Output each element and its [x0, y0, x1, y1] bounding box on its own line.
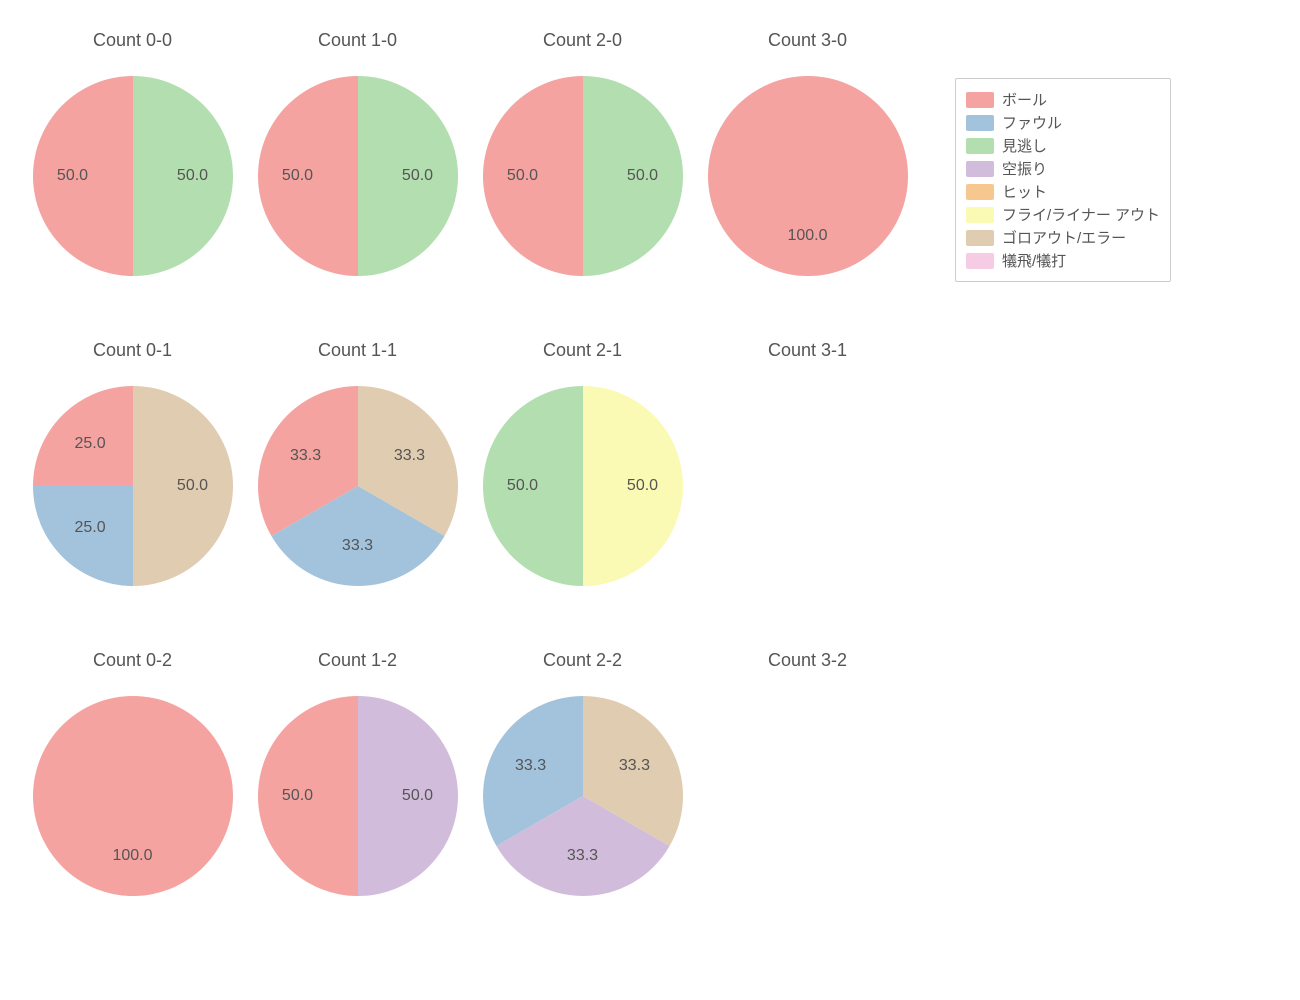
legend-row-hit: ヒット	[966, 181, 1160, 202]
slice-label: 50.0	[627, 477, 658, 495]
legend-row-ground_err: ゴロアウト/エラー	[966, 227, 1160, 248]
pie-c30: 100.0	[708, 76, 908, 276]
slice-label: 50.0	[507, 477, 538, 495]
pie-c11: 33.3 33.3 33.3	[258, 386, 458, 586]
legend-label: ヒット	[1002, 181, 1047, 202]
slice-label: 33.3	[342, 537, 373, 555]
legend-row-fly_liner: フライ/ライナー アウト	[966, 204, 1160, 225]
pie-c31	[708, 386, 908, 586]
legend-label: 犠飛/犠打	[1002, 250, 1066, 271]
legend-swatch	[966, 253, 994, 269]
legend-swatch	[966, 92, 994, 108]
slice-label: 33.3	[394, 447, 425, 465]
legend-label: ボール	[1002, 89, 1047, 110]
chart-title: Count 1-0	[245, 30, 470, 51]
slice-label: 50.0	[177, 167, 208, 185]
slice-label: 50.0	[507, 167, 538, 185]
chart-title: Count 0-0	[20, 30, 245, 51]
slice-label: 100.0	[112, 847, 152, 865]
legend-row-foul: ファウル	[966, 112, 1160, 133]
slice-label: 50.0	[282, 787, 313, 805]
chart-title: Count 2-1	[470, 340, 695, 361]
chart-title: Count 3-1	[695, 340, 920, 361]
legend-row-sac: 犠飛/犠打	[966, 250, 1160, 271]
chart-title: Count 0-1	[20, 340, 245, 361]
legend-label: ゴロアウト/エラー	[1002, 227, 1126, 248]
pie-c01: 25.0 25.0 50.0	[33, 386, 233, 586]
pie-c20: 50.0 50.0	[483, 76, 683, 276]
chart-title: Count 1-1	[245, 340, 470, 361]
pie-c10: 50.0 50.0	[258, 76, 458, 276]
legend-swatch	[966, 138, 994, 154]
legend-label: 見逃し	[1002, 135, 1047, 156]
slice-label: 100.0	[787, 227, 827, 245]
pie-c22: 33.3 33.3 33.3	[483, 696, 683, 896]
slice-label: 25.0	[74, 435, 105, 453]
slice-label: 33.3	[515, 757, 546, 775]
slice-label: 33.3	[290, 447, 321, 465]
legend-swatch	[966, 230, 994, 246]
cell-c12: Count 1-2 50.0 50.0	[245, 640, 470, 940]
slice-label: 50.0	[57, 167, 88, 185]
cell-c00: Count 0-0 50.0 50.0	[20, 20, 245, 320]
legend-swatch	[966, 184, 994, 200]
slice-label: 33.3	[567, 847, 598, 865]
slice-label: 25.0	[74, 519, 105, 537]
legend-label: ファウル	[1002, 112, 1062, 133]
legend-swatch	[966, 161, 994, 177]
legend: ボールファウル見逃し空振りヒットフライ/ライナー アウトゴロアウト/エラー犠飛/…	[955, 78, 1171, 282]
cell-c30: Count 3-0 100.0	[695, 20, 920, 320]
pie-c02: 100.0	[33, 696, 233, 896]
cell-c22: Count 2-2 33.3 33.3 33.3	[470, 640, 695, 940]
slice-label: 50.0	[402, 787, 433, 805]
pie-c32	[708, 696, 908, 896]
legend-row-looking: 見逃し	[966, 135, 1160, 156]
pie-c12: 50.0 50.0	[258, 696, 458, 896]
chart-title: Count 3-2	[695, 650, 920, 671]
chart-title: Count 2-0	[470, 30, 695, 51]
cell-c10: Count 1-0 50.0 50.0	[245, 20, 470, 320]
slice-label: 33.3	[619, 757, 650, 775]
cell-c02: Count 0-2 100.0	[20, 640, 245, 940]
slice-label: 50.0	[627, 167, 658, 185]
chart-title: Count 0-2	[20, 650, 245, 671]
chart-title: Count 1-2	[245, 650, 470, 671]
legend-label: 空振り	[1002, 158, 1047, 179]
pie-c21: 50.0 50.0	[483, 386, 683, 586]
slice-label: 50.0	[402, 167, 433, 185]
cell-c11: Count 1-1 33.3 33.3 33.3	[245, 330, 470, 630]
pie-c00: 50.0 50.0	[33, 76, 233, 276]
cell-c31: Count 3-1	[695, 330, 920, 630]
cell-c32: Count 3-2	[695, 640, 920, 940]
cell-c01: Count 0-1 25.0 25.0 50.0	[20, 330, 245, 630]
legend-swatch	[966, 207, 994, 223]
cell-c20: Count 2-0 50.0 50.0	[470, 20, 695, 320]
legend-swatch	[966, 115, 994, 131]
chart-title: Count 2-2	[470, 650, 695, 671]
legend-row-ball: ボール	[966, 89, 1160, 110]
legend-row-swinging: 空振り	[966, 158, 1160, 179]
slice-label: 50.0	[282, 167, 313, 185]
chart-title: Count 3-0	[695, 30, 920, 51]
legend-label: フライ/ライナー アウト	[1002, 204, 1160, 225]
cell-c21: Count 2-1 50.0 50.0	[470, 330, 695, 630]
pie-grid: Count 0-050.050.0Count 1-050.050.0Count …	[20, 20, 920, 940]
slice-label: 50.0	[177, 477, 208, 495]
chart-canvas: Count 0-050.050.0Count 1-050.050.0Count …	[0, 0, 1300, 1000]
